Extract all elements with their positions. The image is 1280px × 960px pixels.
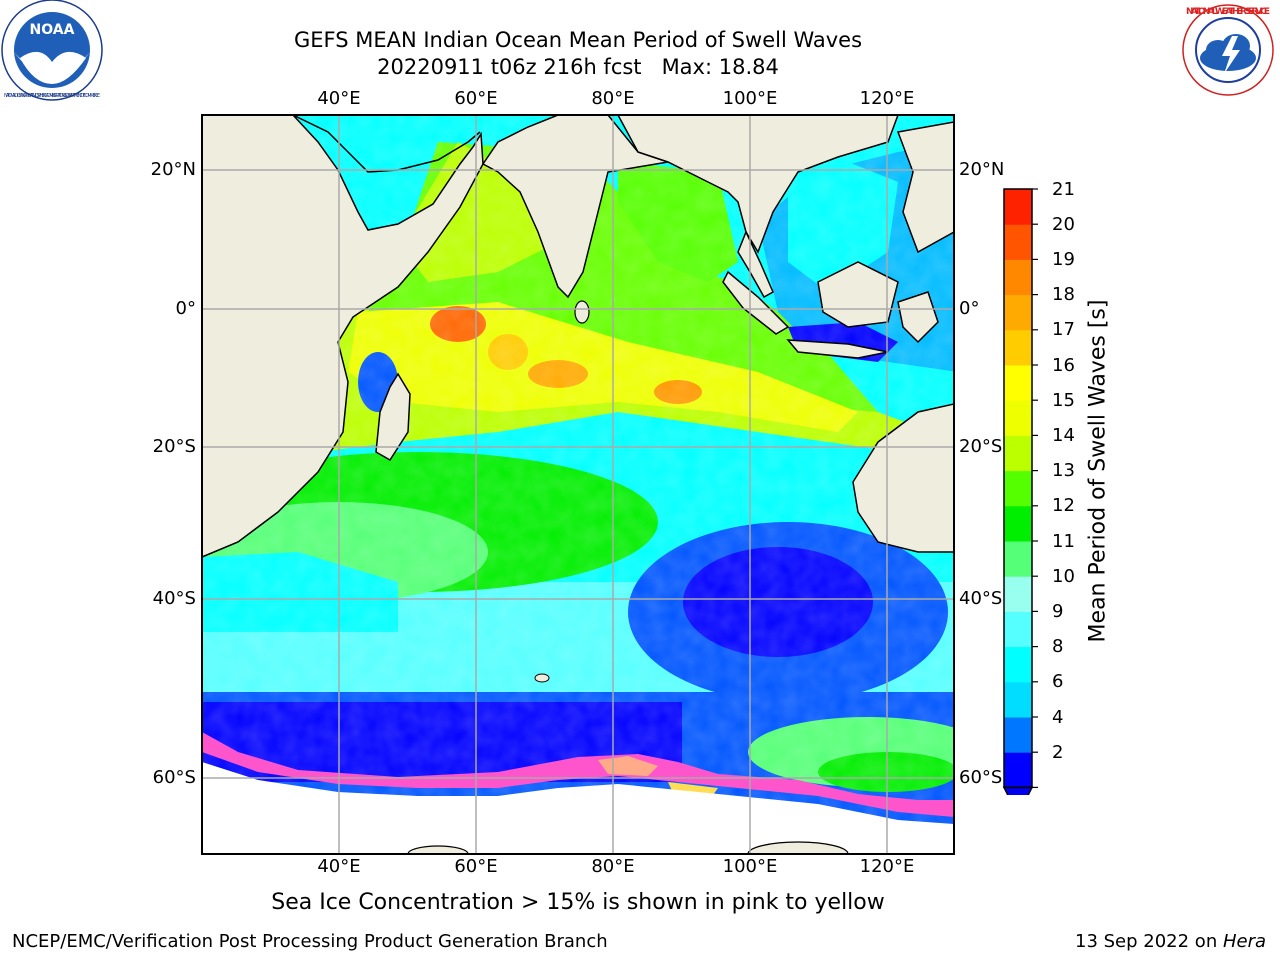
colorbar-tick-label: 4	[1052, 707, 1064, 728]
colorbar-segment	[1004, 717, 1032, 753]
colorbar-tick-label: 17	[1052, 319, 1075, 340]
colorbar-segment	[1004, 611, 1032, 648]
forecast-subtitle: 20220911 t06z 216h fcst Max: 18.84	[377, 55, 779, 79]
colorbar-tick-label: 21	[1052, 179, 1075, 200]
nws-ring-text: NATIONAL WEATHER SERVICE	[1186, 7, 1270, 17]
lat-label-left: 20°N	[150, 159, 196, 180]
map-frame	[201, 114, 955, 855]
colorbar-segment	[1004, 259, 1032, 296]
antarctic-white	[202, 762, 954, 854]
colorbar-tick-label: 19	[1052, 249, 1075, 270]
lon-label-top: 120°E	[859, 88, 915, 109]
sea-ice-note: Sea Ice Concentration > 15% is shown in …	[271, 890, 885, 915]
footer-date: 13 Sep 2022 on Hera	[1075, 931, 1266, 952]
colorbar-tick-label: 14	[1052, 425, 1075, 446]
colorbar-tick-label: 13	[1052, 460, 1075, 481]
lat-label-right: 20°S	[959, 436, 1003, 457]
malay-peninsula	[737, 230, 774, 299]
sea-ice-edge	[202, 732, 954, 817]
footer-credit: NCEP/EMC/Verification Post Processing Pr…	[12, 931, 608, 952]
noaa-logo: NOAA NATIONAL OCEANIC AND ATMOSPHERIC AD…	[1, 0, 103, 101]
colorbar-segment	[1004, 681, 1032, 718]
colorbar-tick-label: 10	[1052, 566, 1075, 587]
lat-label-right: 0°	[959, 298, 980, 319]
arabian-peninsula-edge	[292, 115, 481, 173]
colorbar-segment	[1004, 541, 1032, 577]
colorbar-tick-label: 9	[1052, 601, 1064, 622]
colorbar-segment	[1004, 646, 1032, 683]
colorbar-tick-label: 18	[1052, 284, 1075, 305]
colorbar-extend-arrow	[1002, 786, 1034, 795]
footer-date-text: 13 Sep 2022 on	[1075, 931, 1223, 952]
footer-host: Hera	[1222, 931, 1266, 952]
madagascar	[375, 372, 411, 462]
lat-label-left: 40°S	[152, 588, 196, 609]
antarctic-land-1	[407, 845, 469, 854]
colorbar-tick-label: 11	[1052, 531, 1075, 552]
colorbar-tick-label: 2	[1052, 742, 1064, 763]
colorbar-tick-label: 12	[1052, 495, 1075, 516]
colorbar-segment	[1004, 400, 1032, 436]
colorbar-segment	[1004, 224, 1032, 260]
colorbar-tick-label: 16	[1052, 355, 1075, 376]
lon-label-bottom: 100°E	[722, 856, 778, 877]
colorbar-segment	[1004, 329, 1032, 366]
lon-label-top: 60°E	[454, 88, 498, 109]
indochina	[617, 115, 899, 254]
colorbar-segment	[1004, 576, 1032, 612]
swell-period-map	[201, 114, 955, 855]
colorbar-segment	[1004, 470, 1032, 507]
colorbar-tick-label: 8	[1052, 636, 1064, 657]
lon-label-top: 40°E	[317, 88, 361, 109]
borneo	[817, 261, 899, 328]
colorbar-segment	[1004, 435, 1032, 472]
lat-label-right: 40°S	[959, 588, 1003, 609]
colorbar-tick-label: 20	[1052, 214, 1075, 235]
lon-label-bottom: 60°E	[454, 856, 498, 877]
noaa-logo-text: NOAA	[30, 22, 75, 38]
lon-label-bottom: 120°E	[859, 856, 915, 877]
lat-label-left: 20°S	[152, 436, 196, 457]
colorbar-frame	[1003, 188, 1033, 789]
lat-label-right: 20°N	[959, 159, 1005, 180]
sumatra	[722, 270, 790, 335]
lon-label-top: 80°E	[591, 88, 635, 109]
noaa-ring-text: NATIONAL OCEANIC AND ATMOSPHERIC ADMINIS…	[4, 93, 100, 99]
colorbar-label: Mean Period of Swell Waves [s]	[1085, 299, 1111, 643]
colorbar-tick-label: 6	[1052, 671, 1064, 692]
lon-label-bottom: 40°E	[317, 856, 361, 877]
colorbar-segment	[1004, 294, 1032, 331]
lon-label-bottom: 80°E	[591, 856, 635, 877]
colorbar-segment	[1004, 365, 1032, 401]
nws-logo: NATIONAL WEATHER SERVICE	[1182, 4, 1274, 96]
philippines	[896, 121, 954, 254]
java	[786, 339, 889, 359]
antarctic-land-2	[747, 841, 849, 854]
map-title: GEFS MEAN Indian Ocean Mean Period of Sw…	[293, 28, 863, 52]
sri-lanka	[574, 300, 590, 324]
lon-label-top: 100°E	[722, 88, 778, 109]
colorbar-segment	[1004, 189, 1032, 225]
lat-label-right: 60°S	[959, 767, 1003, 788]
lat-label-left: 60°S	[152, 767, 196, 788]
colorbar-tick-label: 15	[1052, 390, 1075, 411]
colorbar-segment	[1004, 752, 1032, 788]
colorbar	[1002, 188, 1038, 795]
kerguelen-island	[534, 673, 550, 683]
australia	[852, 403, 954, 553]
sulawesi	[897, 291, 939, 344]
colorbar-segment	[1004, 505, 1032, 542]
graticule	[202, 115, 954, 854]
lat-label-left: 0°	[175, 298, 196, 319]
